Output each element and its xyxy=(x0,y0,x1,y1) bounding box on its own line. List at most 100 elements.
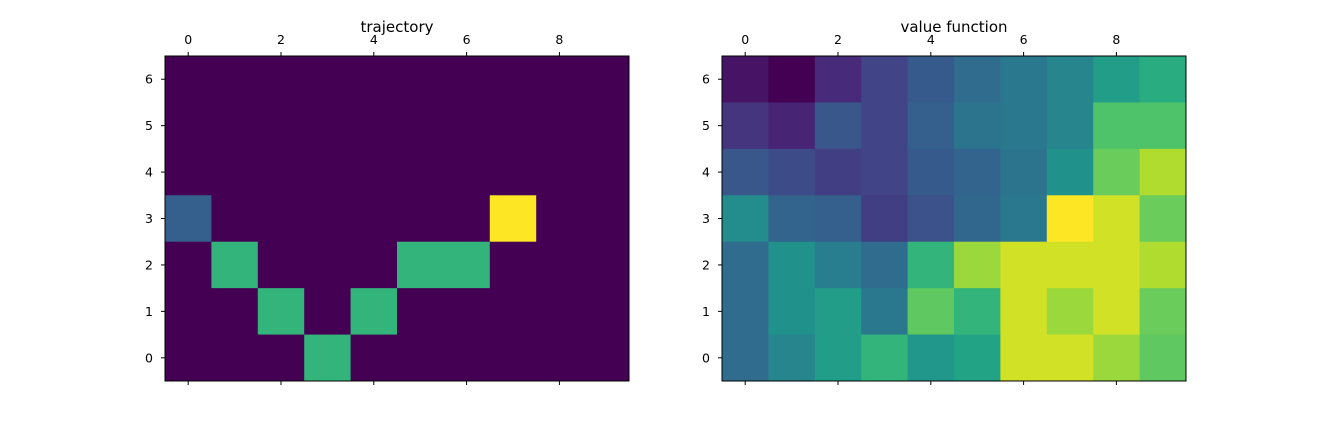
heatmap-cell xyxy=(582,288,630,336)
heatmap-cell xyxy=(1093,195,1141,243)
heatmap-cell xyxy=(861,288,909,336)
x-tick-label: 2 xyxy=(277,32,285,47)
heatmap-cell xyxy=(257,102,305,150)
heatmap-cell xyxy=(1046,195,1094,243)
heatmap-cell xyxy=(397,56,444,103)
heatmap-cell xyxy=(768,288,816,336)
heatmap-cell xyxy=(861,334,909,382)
heatmap-cell xyxy=(489,288,537,336)
y-tick-label: 6 xyxy=(145,72,153,87)
heatmap-cell xyxy=(954,241,1001,289)
y-tick-label: 5 xyxy=(145,118,153,133)
heatmap-cell xyxy=(814,241,862,289)
heatmap-cell xyxy=(304,56,352,103)
x-tick-label: 6 xyxy=(1020,32,1028,47)
y-tick-label: 4 xyxy=(145,165,153,180)
heatmap-cell xyxy=(1139,195,1187,243)
panel-value-function: 0 2 4 6 8 0 1 2 3 4 5 6 value function xyxy=(702,18,1187,385)
x-tick-label: 4 xyxy=(927,32,935,47)
heatmap-cell xyxy=(397,195,444,243)
heatmap-cell xyxy=(954,148,1001,196)
heatmap-cell xyxy=(1139,241,1187,289)
heatmap-cell xyxy=(1139,334,1187,382)
heatmap-cell xyxy=(907,148,955,196)
heatmap-cell xyxy=(443,334,491,382)
heatmap-cell xyxy=(954,288,1001,336)
heatmap-cell xyxy=(1139,148,1187,196)
y-tick-label: 0 xyxy=(145,350,153,365)
heatmap-cell xyxy=(1046,148,1094,196)
heatmap-cell xyxy=(489,56,537,103)
heatmap-cell xyxy=(582,102,630,150)
heatmap-cell xyxy=(1046,288,1094,336)
heatmap-cell xyxy=(1046,241,1094,289)
heatmap-cell xyxy=(814,288,862,336)
heatmap-cell xyxy=(1046,102,1094,150)
heatmap-cell xyxy=(768,148,816,196)
heatmap-cell xyxy=(397,102,444,150)
heatmap-cell xyxy=(257,288,305,336)
heatmap-cell xyxy=(907,334,955,382)
y-tick-label: 3 xyxy=(145,211,153,226)
heatmap-cell xyxy=(165,148,212,196)
heatmap-cell xyxy=(1000,288,1048,336)
heatmap-cell xyxy=(954,56,1001,103)
heatmap-cell xyxy=(1139,288,1187,336)
heatmap-cell xyxy=(304,195,352,243)
y-tick-label: 1 xyxy=(145,304,153,319)
heatmap-cell xyxy=(443,102,491,150)
heatmap-cell xyxy=(536,195,584,243)
heatmap-cell xyxy=(211,288,259,336)
heatmap-cell xyxy=(165,241,212,289)
heatmap-cell xyxy=(1000,102,1048,150)
heatmap-cell xyxy=(582,334,630,382)
heatmap-cell xyxy=(211,56,259,103)
heatmap-cell xyxy=(1000,56,1048,103)
heatmap-cell xyxy=(814,102,862,150)
heatmap-cell xyxy=(861,102,909,150)
heatmap-cell xyxy=(1000,195,1048,243)
heatmap-cell xyxy=(768,195,816,243)
x-tick-label: 2 xyxy=(834,32,842,47)
heatmap-cell xyxy=(907,102,955,150)
axes-frame xyxy=(721,55,1187,382)
heatmap-cell xyxy=(768,102,816,150)
heatmap-cell xyxy=(489,195,537,243)
heatmap-cell xyxy=(722,102,769,150)
heatmap-cell xyxy=(814,195,862,243)
heatmap-cell xyxy=(443,148,491,196)
heatmap-cell xyxy=(257,195,305,243)
heatmap-cell xyxy=(1139,56,1187,103)
heatmap-cell xyxy=(443,288,491,336)
x-tick-label: 8 xyxy=(555,32,563,47)
heatmap-cell xyxy=(397,288,444,336)
heatmap-cell xyxy=(350,241,398,289)
heatmap-cell xyxy=(1093,102,1141,150)
heatmap-cell xyxy=(536,288,584,336)
heatmap-cell xyxy=(954,334,1001,382)
heatmap-cell xyxy=(211,148,259,196)
heatmap-cell xyxy=(861,195,909,243)
x-tick-label: 0 xyxy=(741,32,749,47)
heatmap-cell xyxy=(954,195,1001,243)
heatmap-cell xyxy=(443,56,491,103)
heatmap-cell xyxy=(211,241,259,289)
heatmap-cell xyxy=(1046,334,1094,382)
heatmap-cell xyxy=(768,334,816,382)
x-tick-label: 4 xyxy=(370,32,378,47)
heatmap-cell xyxy=(907,56,955,103)
heatmap-cell xyxy=(489,148,537,196)
heatmap-cell xyxy=(350,195,398,243)
heatmap-cell xyxy=(582,241,630,289)
heatmap-cell xyxy=(1046,56,1094,103)
heatmap-cell xyxy=(722,148,769,196)
heatmap-cell xyxy=(536,148,584,196)
heatmap-cell xyxy=(165,102,212,150)
heatmap-cell xyxy=(489,241,537,289)
heatmap-cell xyxy=(1000,241,1048,289)
heatmap-cell xyxy=(1093,148,1141,196)
heatmap-cell xyxy=(489,102,537,150)
heatmap-cell xyxy=(350,148,398,196)
heatmap-cell xyxy=(165,334,212,382)
heatmap-cell xyxy=(582,148,630,196)
